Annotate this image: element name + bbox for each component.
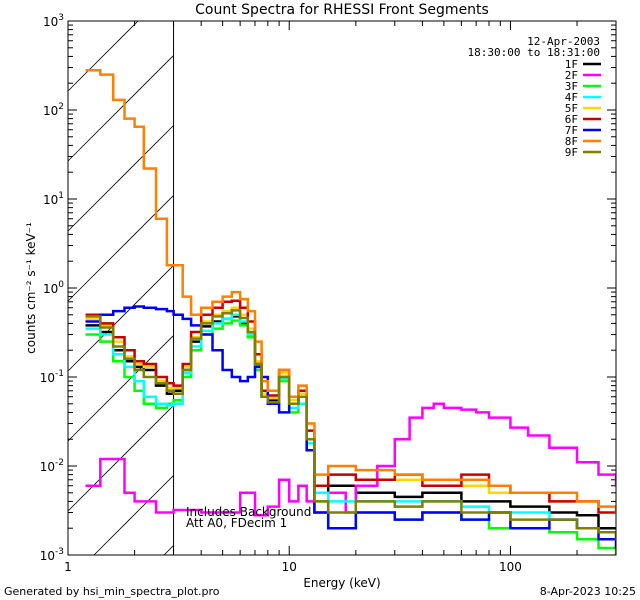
y-tick-label: 102 — [43, 102, 64, 118]
y-tick-label: 103 — [43, 13, 64, 29]
y-tick-labels: 10-3 10-2 10-1 100 101 102 103 — [40, 13, 65, 563]
legend-label-2F: 2F — [565, 69, 578, 82]
x-tick-label: 1 — [64, 560, 72, 574]
excluded-energy-hatch — [67, 20, 175, 556]
y-tick-label: 10-2 — [40, 458, 64, 474]
legend-label-1F: 1F — [565, 58, 578, 71]
legend-label-4F: 4F — [565, 91, 578, 104]
series-line-9F — [85, 309, 616, 541]
timestamp-label: 8-Apr-2023 10:25 — [540, 585, 636, 598]
series-line-8F — [85, 68, 616, 514]
hatch-line — [93, 475, 174, 556]
y-axis-label: counts cm⁻² s⁻¹ keV⁻¹ — [24, 222, 38, 354]
legend-label-3F: 3F — [565, 80, 578, 93]
legend-label-9F: 9F — [565, 146, 578, 159]
legend-label-7F: 7F — [565, 124, 578, 137]
hatch-line — [163, 545, 174, 556]
hatch-line — [67, 55, 174, 162]
hatch-line — [67, 20, 139, 92]
hatch-line — [67, 125, 174, 232]
generated-by-label: Generated by hsi_min_spectra_plot.pro — [4, 585, 220, 598]
spectrum-series — [85, 68, 616, 555]
legend-label-6F: 6F — [565, 113, 578, 126]
legend-label-8F: 8F — [565, 135, 578, 148]
x-axis-label: Energy (keV) — [303, 576, 380, 590]
axis-ticks — [67, 20, 617, 556]
series-line-5F — [85, 306, 616, 514]
legend-label-5F: 5F — [565, 102, 578, 115]
x-tick-label: 10 — [282, 560, 297, 574]
y-tick-label: 10-3 — [40, 547, 64, 563]
x-tick-labels: 1 10 100 — [64, 560, 522, 574]
chart-title: Count Spectra for RHESSI Front Segments — [195, 2, 489, 18]
annotation-attenuator: Att A0, FDecim 1 — [186, 516, 287, 530]
x-tick-label: 100 — [499, 560, 522, 574]
date-label: 12-Apr-2003 — [527, 35, 600, 48]
annotation-background: Includes Background — [186, 505, 311, 519]
time-range-label: 18:30:00 to 18:31:00 — [468, 46, 600, 59]
series-line-2F — [85, 402, 616, 517]
hatch-line — [67, 195, 174, 302]
y-tick-label: 100 — [43, 280, 64, 296]
hatch-line — [67, 335, 174, 442]
y-tick-label: 101 — [43, 191, 64, 207]
plot-frame — [67, 20, 617, 556]
hatch-line — [67, 265, 174, 372]
y-tick-label: 10-1 — [40, 369, 64, 385]
